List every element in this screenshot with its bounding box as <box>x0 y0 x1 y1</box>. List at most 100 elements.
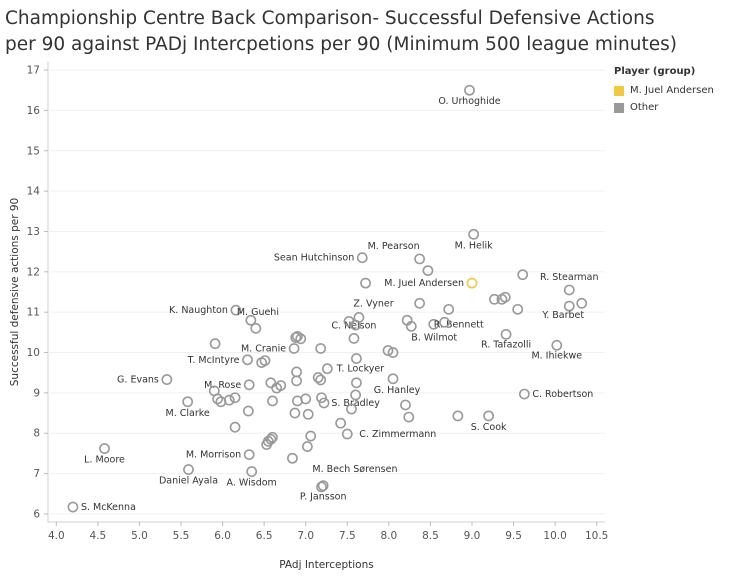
data-point[interactable] <box>250 322 262 334</box>
data-point-highlight[interactable] <box>466 277 478 289</box>
data-point[interactable] <box>243 449 255 461</box>
data-point[interactable] <box>351 377 362 389</box>
data-point[interactable] <box>302 408 314 420</box>
data-point[interactable] <box>576 297 588 309</box>
data-point[interactable] <box>67 501 79 513</box>
data-point[interactable] <box>315 374 327 386</box>
data-point[interactable] <box>182 396 194 408</box>
data-point[interactable] <box>321 363 333 375</box>
x-tick-label: 9.0 <box>464 530 481 542</box>
point-label: M. Clarke <box>166 408 210 419</box>
data-point[interactable] <box>489 293 500 305</box>
data-point[interactable] <box>212 393 223 405</box>
y-tick-label: 10 <box>27 347 40 359</box>
chart-title: Championship Centre Back Comparison- Suc… <box>5 6 677 58</box>
legend-item-other[interactable]: Other <box>614 99 714 116</box>
data-point[interactable] <box>267 395 278 407</box>
data-point[interactable] <box>229 421 241 433</box>
legend: Player (group) M. Juel Andersen Other <box>614 66 714 116</box>
data-point[interactable] <box>452 410 464 422</box>
data-point[interactable] <box>99 443 110 454</box>
data-point[interactable] <box>500 328 512 340</box>
data-point[interactable] <box>317 480 329 492</box>
data-point[interactable] <box>341 428 353 440</box>
data-point[interactable] <box>259 355 271 366</box>
data-point[interactable] <box>301 441 313 452</box>
data-point[interactable] <box>288 343 300 354</box>
data-point[interactable] <box>292 330 303 342</box>
data-point[interactable] <box>518 388 530 400</box>
data-point[interactable] <box>439 316 450 328</box>
y-tick-label: 16 <box>27 105 41 117</box>
data-point[interactable] <box>295 333 307 345</box>
x-tick-label: 8.0 <box>380 530 397 542</box>
data-point[interactable] <box>183 464 194 475</box>
data-point[interactable] <box>387 373 399 385</box>
data-point[interactable] <box>551 339 563 351</box>
point-label: M. Ihiekwe <box>531 350 582 361</box>
data-point[interactable] <box>563 300 575 312</box>
data-point[interactable] <box>348 333 360 344</box>
data-point[interactable] <box>289 407 301 419</box>
data-point[interactable] <box>223 394 235 406</box>
data-point[interactable] <box>414 253 426 265</box>
data-point[interactable] <box>403 411 415 423</box>
data-point[interactable] <box>265 377 277 389</box>
data-point[interactable] <box>335 417 347 429</box>
y-tick-label: 7 <box>33 468 40 480</box>
data-point[interactable] <box>350 319 361 331</box>
data-point[interactable] <box>414 297 426 309</box>
data-point[interactable] <box>422 265 434 277</box>
data-point[interactable] <box>246 466 258 477</box>
data-point[interactable] <box>300 393 312 405</box>
legend-item-juel-andersen[interactable]: M. Juel Andersen <box>614 82 714 99</box>
data-point[interactable] <box>242 405 254 417</box>
data-point[interactable] <box>428 318 440 330</box>
data-point[interactable] <box>401 314 413 326</box>
x-tick-label: 10.0 <box>543 530 566 542</box>
data-point[interactable] <box>291 366 302 378</box>
data-point[interactable] <box>230 304 242 316</box>
data-point[interactable] <box>229 392 241 404</box>
data-point[interactable] <box>351 353 362 364</box>
data-point[interactable] <box>356 252 368 264</box>
point-label: Sean Hutchinson <box>274 253 354 264</box>
data-point[interactable] <box>267 431 278 443</box>
point-label: Z. Vyner <box>353 298 393 309</box>
data-point[interactable] <box>318 397 330 409</box>
data-point[interactable] <box>305 430 317 442</box>
data-point[interactable] <box>245 314 257 326</box>
data-point[interactable] <box>275 380 287 392</box>
data-point[interactable] <box>443 303 455 315</box>
data-point[interactable] <box>312 372 324 383</box>
data-point[interactable] <box>290 332 302 343</box>
data-point[interactable] <box>291 375 302 387</box>
data-point[interactable] <box>316 481 327 493</box>
data-point[interactable] <box>517 269 529 281</box>
x-tick-label: 10.5 <box>585 530 608 542</box>
x-tick-label: 4.0 <box>48 530 65 542</box>
data-point[interactable] <box>209 338 221 350</box>
data-point[interactable] <box>316 392 327 404</box>
data-point[interactable] <box>243 379 255 391</box>
data-point[interactable] <box>468 228 480 240</box>
data-point[interactable] <box>400 399 411 411</box>
y-tick-label: 8 <box>33 428 40 440</box>
data-point[interactable] <box>387 347 399 358</box>
data-point[interactable] <box>499 291 511 303</box>
point-label: A. Wisdom <box>227 478 277 489</box>
data-point[interactable] <box>242 354 253 366</box>
data-point[interactable] <box>382 345 394 356</box>
data-point[interactable] <box>360 277 371 289</box>
data-point[interactable] <box>563 284 575 296</box>
data-point[interactable] <box>315 343 327 354</box>
data-point[interactable] <box>350 389 361 401</box>
data-point[interactable] <box>483 410 495 422</box>
data-point[interactable] <box>287 452 298 464</box>
x-tick-label: 5.0 <box>131 530 148 542</box>
data-point[interactable] <box>512 303 524 315</box>
data-point[interactable] <box>464 84 475 96</box>
data-point[interactable] <box>261 439 273 450</box>
data-point[interactable] <box>346 403 357 415</box>
data-point[interactable] <box>161 374 173 385</box>
